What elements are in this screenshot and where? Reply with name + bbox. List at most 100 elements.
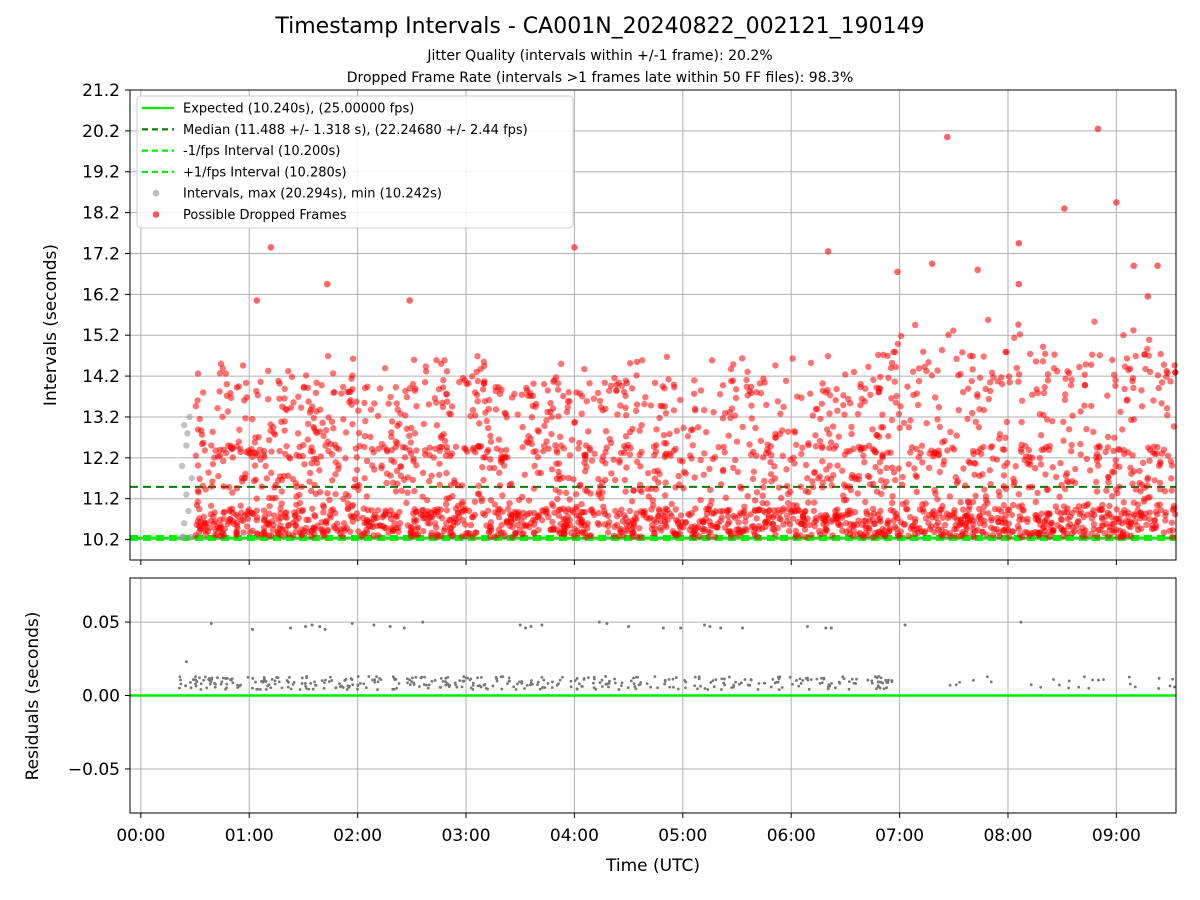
dropped-frame-point: [879, 525, 886, 533]
dropped-frame-point: [1083, 426, 1090, 433]
top-y-tick-label: 12.2: [82, 449, 120, 469]
dropped-frame-point: [760, 375, 767, 382]
dropped-frame-point: [1004, 506, 1012, 513]
dropped-frame-point: [1093, 444, 1100, 451]
dropped-frame-point: [996, 492, 1003, 500]
dropped-frame-point: [1061, 485, 1069, 493]
residual-point: [619, 684, 623, 688]
dropped-frame-point: [426, 514, 434, 521]
dropped-frame-point: [402, 387, 409, 395]
dropped-frame-point: [748, 402, 755, 409]
dropped-frame-point: [480, 476, 487, 484]
dropped-frame-point: [1167, 458, 1175, 465]
residual-point: [575, 687, 579, 691]
dropped-frame-point: [938, 526, 945, 533]
dropped-frame-point: [1105, 474, 1112, 481]
dropped-frame-point: [939, 514, 946, 521]
dropped-frame-point: [588, 506, 596, 513]
dropped-frame-point: [984, 316, 992, 324]
residual-point: [322, 687, 326, 690]
dropped-frame-point: [733, 438, 741, 445]
residual-point: [447, 685, 451, 689]
dropped-frame-point: [1062, 391, 1069, 398]
dropped-frame-point: [754, 533, 761, 540]
residual-point: [727, 675, 731, 679]
dropped-frame-point: [1130, 262, 1138, 270]
dropped-frame-point: [299, 452, 306, 460]
dropped-frame-point: [320, 532, 328, 539]
dropped-frame-point: [1060, 527, 1068, 534]
dropped-frame-point: [361, 432, 369, 440]
dropped-frame-point: [618, 506, 625, 513]
residual-point: [1102, 678, 1105, 682]
residual-point: [311, 687, 315, 691]
dropped-frame-point: [419, 469, 427, 477]
residual-point: [466, 676, 469, 680]
dropped-frame-point: [682, 470, 689, 477]
dropped-frame-point: [1054, 508, 1061, 515]
residual-point: [712, 685, 716, 689]
dropped-frame-point: [389, 526, 396, 533]
dropped-frame-point: [922, 500, 929, 507]
dropped-frame-point: [833, 385, 840, 393]
dropped-frame-point: [715, 443, 722, 451]
dropped-frame-point: [393, 400, 400, 407]
residual-point: [575, 677, 579, 680]
residual-point: [320, 679, 324, 683]
dropped-frame-point: [374, 507, 382, 514]
dropped-frame-point: [783, 512, 791, 520]
residual-point: [538, 687, 542, 691]
dropped-frame-point: [809, 412, 816, 419]
dropped-frame-point: [389, 479, 397, 486]
dropped-frame-point: [448, 403, 456, 410]
dropped-frame-point: [662, 409, 670, 417]
dropped-frame-point: [685, 510, 692, 518]
residual-point: [743, 678, 747, 681]
dropped-frame-point: [689, 426, 696, 433]
dropped-frame-point: [878, 477, 885, 484]
dropped-frame-point: [957, 532, 965, 539]
dropped-frame-point: [833, 506, 841, 513]
dropped-frame-point: [392, 513, 400, 520]
dropped-frame-point: [382, 511, 389, 518]
dropped-frame-point: [473, 368, 480, 376]
dropped-frame-point: [934, 367, 941, 374]
residual-point: [221, 676, 225, 680]
residual-point: [499, 675, 503, 679]
dropped-frame-point: [419, 493, 426, 500]
dropped-frame-point: [584, 524, 591, 532]
dropped-frame-point: [462, 521, 469, 528]
residual-point: [799, 682, 803, 685]
dropped-frame-point: [720, 443, 728, 451]
residual-point: [229, 678, 233, 682]
dropped-frame-point: [317, 453, 325, 460]
dropped-frame-point: [1160, 446, 1168, 453]
dropped-frame-point: [772, 362, 779, 369]
dropped-frame-point: [783, 466, 790, 473]
dropped-frame-point: [877, 515, 884, 522]
dropped-frame-point: [1083, 455, 1091, 463]
dropped-frame-point: [1128, 470, 1135, 478]
residual-point: [444, 683, 448, 687]
dropped-frame-point: [755, 507, 762, 514]
dropped-frame-point: [688, 455, 695, 462]
dropped-frame-point: [891, 476, 899, 484]
residual-point: [300, 682, 304, 685]
dropped-frame-point: [271, 512, 278, 519]
residual-point: [341, 686, 345, 689]
dropped-frame-point: [887, 364, 895, 372]
dropped-frame-point: [1015, 378, 1022, 385]
dropped-frame-point: [469, 533, 476, 540]
dropped-frame-point: [1008, 511, 1016, 519]
dropped-frame-point: [1161, 487, 1169, 495]
dropped-frame-point: [1051, 351, 1058, 358]
residual-point: [179, 678, 182, 682]
dropped-frame-point: [677, 512, 685, 519]
dropped-frame-point: [818, 514, 826, 522]
residual-point: [958, 680, 961, 684]
dropped-frame-point: [579, 509, 586, 516]
dropped-frame-point: [907, 417, 914, 424]
residual-point: [269, 686, 273, 690]
residual-point: [338, 682, 341, 686]
dropped-frame-point: [540, 447, 547, 455]
